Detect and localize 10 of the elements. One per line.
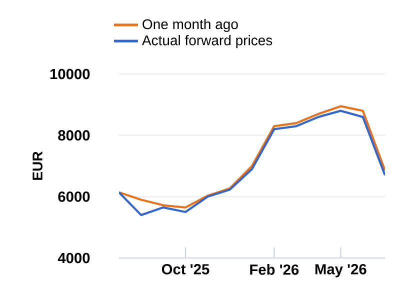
y-tick-label: 8000 (58, 130, 90, 141)
legend-label: Actual forward prices (142, 35, 272, 48)
y-tick-label: 10000 (50, 68, 90, 80)
y-tick-label: 4000 (58, 252, 90, 264)
x-tick-label: May '26 (315, 264, 366, 278)
y-axis-title: EUR (32, 152, 42, 180)
x-tick-label: Feb '26 (250, 264, 299, 275)
y-tick-label: 6000 (58, 191, 90, 202)
x-tick-label: Oct '25 (162, 264, 210, 274)
legend-label: One month ago (142, 18, 238, 32)
